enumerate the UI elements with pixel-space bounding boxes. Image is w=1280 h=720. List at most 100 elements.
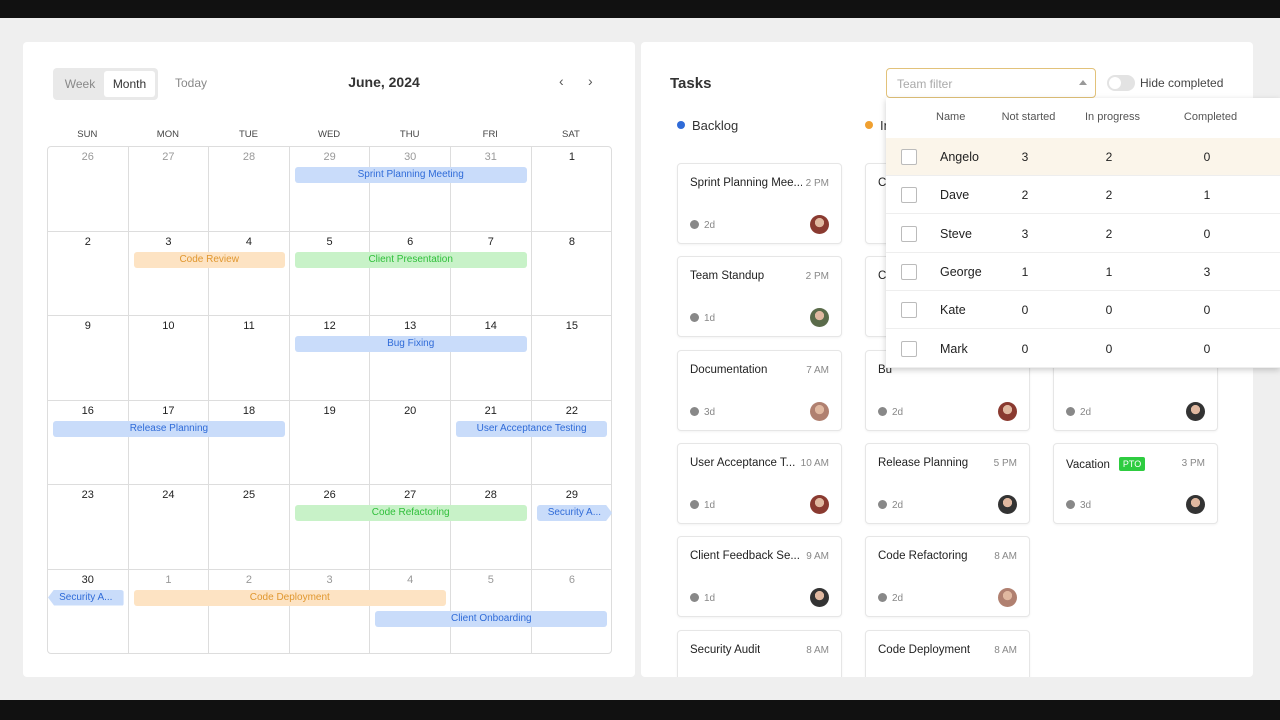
member-checkbox[interactable]	[901, 225, 917, 242]
team-member-row[interactable]: Kate 0 0 0	[886, 291, 1280, 330]
calendar-event[interactable]: Security A...	[48, 589, 124, 606]
task-card[interactable]: User Acceptance T... 10 AM 1d	[677, 443, 842, 524]
calendar-event[interactable]: Client Presentation	[294, 251, 527, 268]
month-view-button[interactable]: Month	[104, 71, 155, 97]
task-title-text: Release Planning	[878, 457, 969, 469]
calendar-event[interactable]: Bug Fixing	[294, 336, 527, 352]
team-filter-placeholder: Team filter	[897, 77, 953, 91]
day-cell[interactable]: 7	[451, 231, 532, 316]
day-number: 7	[487, 235, 494, 248]
day-cell[interactable]: 8	[531, 232, 613, 316]
day-cell[interactable]: 27	[370, 485, 451, 570]
day-cell[interactable]: 14	[451, 316, 532, 401]
day-cell[interactable]: 30	[370, 147, 451, 232]
day-cell[interactable]: 26	[289, 485, 371, 570]
task-card[interactable]: Sprint Planning Mee... 2 PM 2d	[677, 163, 842, 244]
day-cell[interactable]: 1	[129, 569, 210, 654]
hide-completed-toggle[interactable]	[1107, 75, 1135, 91]
member-checkbox[interactable]	[901, 340, 917, 357]
day-cell[interactable]: 30	[48, 569, 129, 654]
day-cell[interactable]: 25	[209, 485, 290, 570]
member-checkbox[interactable]	[901, 187, 917, 204]
task-card[interactable]: Client Feedback Se... 9 AM 1d	[677, 536, 842, 617]
task-card[interactable]: Team Standup 2 PM 1d	[677, 256, 842, 337]
day-cell[interactable]: 2	[48, 231, 129, 316]
member-not-started-count: 3	[1021, 226, 1029, 241]
day-number: 3	[326, 573, 333, 586]
task-card[interactable]: Code Deployment 8 AM	[865, 630, 1030, 677]
day-cell[interactable]: 6	[532, 570, 613, 655]
calendar-event[interactable]: Code Deployment	[133, 589, 446, 606]
task-card[interactable]: Security Audit 8 AM	[677, 630, 842, 677]
day-cell[interactable]: 5	[289, 231, 371, 316]
day-number: 28	[484, 489, 497, 501]
day-cell[interactable]: 18	[209, 400, 290, 485]
calendar-event[interactable]: Client Onboarding	[375, 611, 608, 627]
calendar-event[interactable]: Sprint Planning Meeting	[294, 167, 527, 183]
task-card[interactable]: Release Planning 5 PM 2d	[865, 443, 1030, 524]
member-checkbox[interactable]	[901, 263, 917, 280]
calendar-event[interactable]: Code Refactoring	[294, 505, 527, 521]
day-cell[interactable]: 29	[531, 485, 613, 570]
today-button[interactable]: Today	[175, 76, 208, 90]
task-duration: 2d	[878, 407, 903, 418]
calendar-event[interactable]: User Acceptance Testing	[456, 420, 608, 437]
duration-text: 1d	[704, 313, 716, 324]
team-member-row[interactable]: Angelo 3 2 0	[886, 138, 1280, 176]
day-cell[interactable]: 29	[289, 147, 371, 232]
task-card[interactable]: Code Refactoring 8 AM 2d	[865, 536, 1030, 617]
day-cell[interactable]: 3	[128, 231, 210, 316]
member-name: George	[940, 264, 982, 279]
day-cell[interactable]: 19	[289, 400, 371, 485]
day-cell[interactable]: 9	[48, 316, 129, 401]
day-cell[interactable]: 23	[48, 485, 129, 570]
task-title-text: C	[878, 270, 887, 282]
calendar-event[interactable]: Code Review	[133, 251, 285, 268]
day-cell[interactable]: 15	[531, 316, 613, 401]
day-cell[interactable]: 27	[128, 147, 210, 232]
duration-text: 2d	[704, 220, 716, 231]
member-checkbox[interactable]	[901, 149, 917, 165]
day-cell[interactable]: 28	[451, 485, 532, 570]
task-card[interactable]: Vacation PTO 3 PM 3d	[1053, 443, 1218, 524]
task-card[interactable]: Documentation 7 AM 3d	[677, 350, 842, 431]
task-time: 2 PM	[805, 271, 829, 282]
day-cell[interactable]: 1	[531, 147, 613, 232]
day-cell[interactable]: 2	[209, 569, 290, 654]
day-cell[interactable]: 24	[128, 485, 210, 570]
duration-text: 2d	[1080, 407, 1092, 418]
day-cell[interactable]: 13	[370, 316, 451, 401]
member-checkbox[interactable]	[901, 302, 917, 319]
day-cell[interactable]: 26	[48, 147, 129, 232]
day-cell[interactable]: 22	[531, 401, 613, 485]
day-cell[interactable]: 3	[290, 569, 371, 654]
day-cell[interactable]: 20	[370, 400, 451, 485]
team-member-row[interactable]: George 1 1 3	[886, 253, 1280, 291]
team-filter-select[interactable]: Team filter	[886, 68, 1096, 98]
duration-text: 3d	[704, 407, 716, 418]
day-number: 18	[242, 404, 256, 417]
week-view-button[interactable]: Week	[64, 77, 96, 91]
day-number: 22	[565, 404, 579, 417]
day-cell[interactable]: 4	[209, 231, 290, 316]
day-cell[interactable]: 11	[209, 316, 290, 401]
next-month-button[interactable]: ›	[588, 73, 593, 89]
avatar	[1186, 495, 1205, 514]
day-cell[interactable]: 31	[451, 147, 532, 232]
team-member-row[interactable]: Mark 0 0 0	[886, 330, 1280, 368]
day-cell[interactable]: 16	[48, 400, 129, 485]
calendar-event[interactable]: Release Planning	[53, 420, 285, 437]
prev-month-button[interactable]: ‹	[559, 73, 564, 89]
day-cell[interactable]: 28	[209, 147, 290, 232]
calendar-event[interactable]: Security A...	[536, 505, 613, 521]
day-cell[interactable]: 10	[128, 316, 210, 401]
day-cell[interactable]: 17	[128, 400, 210, 485]
clock-icon	[690, 500, 699, 509]
team-member-row[interactable]: Dave 2 2 1	[886, 176, 1280, 215]
day-cell[interactable]: 12	[289, 316, 371, 401]
member-completed-count: 3	[1203, 264, 1211, 279]
team-member-row[interactable]: Steve 3 2 0	[886, 215, 1280, 253]
day-cell[interactable]: 21	[451, 400, 532, 485]
day-cell[interactable]: 6	[370, 231, 451, 316]
avatar	[1186, 402, 1205, 421]
